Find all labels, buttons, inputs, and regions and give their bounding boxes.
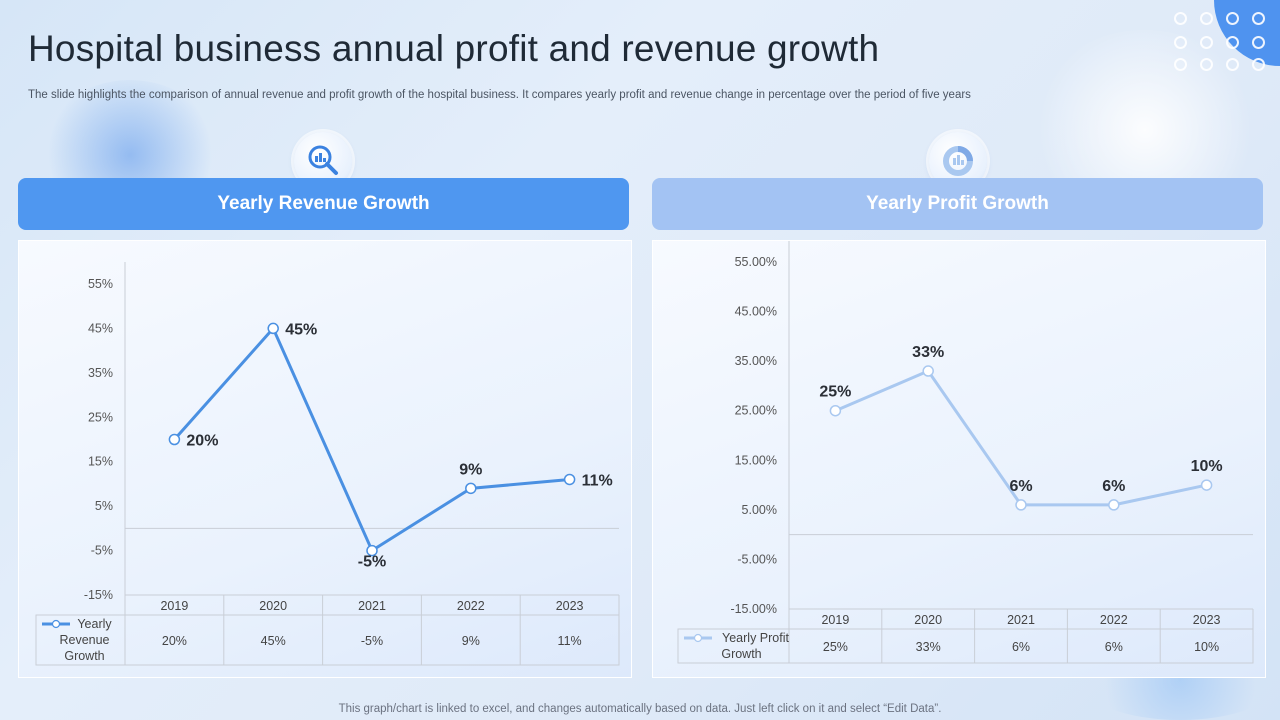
x-category-label: 2022	[457, 599, 485, 613]
table-value-cell: 9%	[462, 634, 480, 648]
profit-chart-header: Yearly Profit Growth	[652, 178, 1263, 230]
revenue-growth-chart[interactable]: -15%-5%5%15%25%35%45%55%201920%202045%20…	[19, 241, 631, 677]
data-point-marker[interactable]	[168, 433, 181, 446]
data-point-marker[interactable]	[1200, 479, 1213, 491]
x-category-label: 2023	[1193, 613, 1221, 627]
y-tick-label: -5.00%	[737, 552, 777, 566]
data-point-marker[interactable]	[829, 404, 842, 417]
y-tick-label: 35%	[88, 366, 113, 380]
table-value-cell: 33%	[916, 640, 941, 654]
data-label: 45%	[285, 321, 317, 338]
table-value-cell: 45%	[261, 634, 286, 648]
x-category-label: 2022	[1100, 613, 1128, 627]
legend-label-line: Revenue	[59, 633, 109, 647]
y-tick-label: 35.00%	[735, 354, 777, 368]
x-category-label: 2019	[821, 613, 849, 627]
data-point-marker[interactable]	[563, 473, 576, 486]
table-value-cell: 6%	[1012, 640, 1030, 654]
y-tick-label: 25.00%	[735, 404, 777, 418]
legend-marker	[51, 619, 61, 629]
data-table-border	[35, 614, 620, 666]
profit-chart-panel[interactable]: -15.00% -5.00% 5.00% 15.00% 25.00% 35.00% 45.0…	[652, 240, 1266, 678]
y-tick-label: 45%	[88, 321, 113, 335]
data-point-marker[interactable]	[465, 482, 477, 495]
revenue-chart-header: Yearly Revenue Growth	[18, 178, 629, 230]
data-label: 6%	[1102, 478, 1125, 495]
table-value-cell: 10%	[1194, 640, 1219, 654]
table-value-cell: 11%	[558, 634, 582, 648]
y-tick-label: 5.00%	[742, 503, 777, 517]
data-label: 25%	[819, 384, 851, 401]
y-tick-label: 15%	[88, 455, 113, 469]
x-category-label: 2020	[259, 599, 287, 613]
series-line[interactable]	[173, 326, 570, 553]
data-label: 33%	[912, 344, 944, 361]
dot-pattern-decoration	[1174, 8, 1274, 74]
table-value-cell: 6%	[1105, 640, 1123, 654]
data-point-marker[interactable]	[267, 322, 279, 335]
data-point-marker[interactable]	[1015, 499, 1027, 511]
footer-note: This graph/chart is linked to excel, and…	[338, 703, 942, 715]
data-label: 10%	[1191, 458, 1223, 475]
y-tick-label: 5%	[95, 499, 113, 513]
data-label: 9%	[459, 461, 482, 478]
y-tick-label: 25%	[88, 410, 113, 424]
legend-label: Yearly Revenue Growth	[59, 617, 112, 663]
legend-label-line: Growth	[721, 647, 761, 661]
revenue-chart-panel[interactable]: -15% -5% 5% 15% 25% 35% 45% 55% 2019 20% 2020 45% 20…	[18, 240, 632, 678]
page-title: Hospital business annual profit and reve…	[28, 28, 880, 69]
y-tick-label: 55.00%	[735, 255, 777, 269]
x-category-label: 2021	[1007, 613, 1035, 627]
y-tick-label: -15.00%	[730, 602, 777, 616]
y-tick-label: 55%	[88, 277, 113, 291]
y-tick-label: -5%	[91, 544, 113, 558]
profit-growth-chart[interactable]: -15.00% -5.00% 5.00% 15.00% 25.00% 35.00% 45.0…	[653, 241, 1265, 677]
data-point-marker[interactable]	[366, 544, 378, 557]
x-category-label: 2023	[556, 599, 584, 613]
data-label: -5%	[358, 554, 386, 571]
x-category-label: 2021	[358, 599, 386, 613]
data-label: 11%	[582, 472, 613, 489]
legend-label: Yearly Profit Growth	[721, 631, 789, 661]
y-tick-label: -15%	[84, 588, 113, 602]
page-subtitle: The slide highlights the comparison of a…	[28, 89, 971, 101]
data-label: 20%	[186, 433, 218, 450]
x-category-label: 2020	[914, 613, 942, 627]
x-category-label: 2019	[160, 599, 188, 613]
legend-label-line: Yearly	[77, 617, 112, 631]
legend-label-line: Yearly Profit	[722, 631, 789, 645]
y-tick-label: 15.00%	[735, 453, 777, 467]
data-point-marker[interactable]	[922, 365, 934, 377]
table-value-cell: 20%	[162, 634, 187, 648]
legend-marker	[693, 633, 703, 643]
data-point-marker[interactable]	[1108, 499, 1120, 511]
data-table: 2019 20% 2020 45% 2021 -5% 2022 9% 2023 11% Yearly…	[35, 594, 620, 666]
data-table: 2019 25% 2020 33% 2021 6% 2022 6% 2023 10% Yearly …	[677, 608, 1254, 664]
table-value-cell: 25%	[823, 640, 848, 654]
legend-label-line: Growth	[64, 649, 104, 663]
data-label: 6%	[1009, 478, 1032, 495]
table-value-cell: -5%	[361, 634, 383, 648]
y-tick-label: 45.00%	[735, 305, 777, 319]
